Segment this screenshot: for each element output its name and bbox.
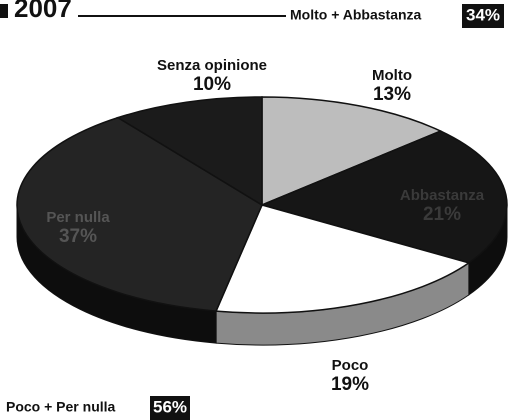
chart-title: 2007 <box>14 0 72 23</box>
slice-value-label: 21% <box>423 204 461 225</box>
annotation-text: Poco + Per nulla <box>6 399 116 415</box>
annotation-text: Molto + Abbastanza <box>290 7 422 23</box>
annotation-box <box>150 396 190 420</box>
slice-label: Molto <box>372 67 412 84</box>
slice <box>214 204 471 314</box>
title-bullet <box>0 4 8 18</box>
slice-label: Poco <box>332 357 369 374</box>
annotation-value: 34% <box>466 5 500 24</box>
pie <box>16 96 508 346</box>
slice <box>261 96 443 207</box>
slice <box>16 116 263 312</box>
slice-value-label: 10% <box>193 74 231 95</box>
slice-label: Abbastanza <box>400 187 485 204</box>
slice-label: Senza opinione <box>157 57 267 74</box>
annotation-value: 56% <box>153 397 187 416</box>
slice-value-label: 19% <box>331 374 369 395</box>
slice-value-label: 37% <box>59 226 97 247</box>
slice <box>116 96 263 207</box>
slice-value-label: 13% <box>373 84 411 105</box>
slice-label: Per nulla <box>46 209 110 226</box>
annotation-box <box>462 4 504 28</box>
slice <box>259 130 508 264</box>
